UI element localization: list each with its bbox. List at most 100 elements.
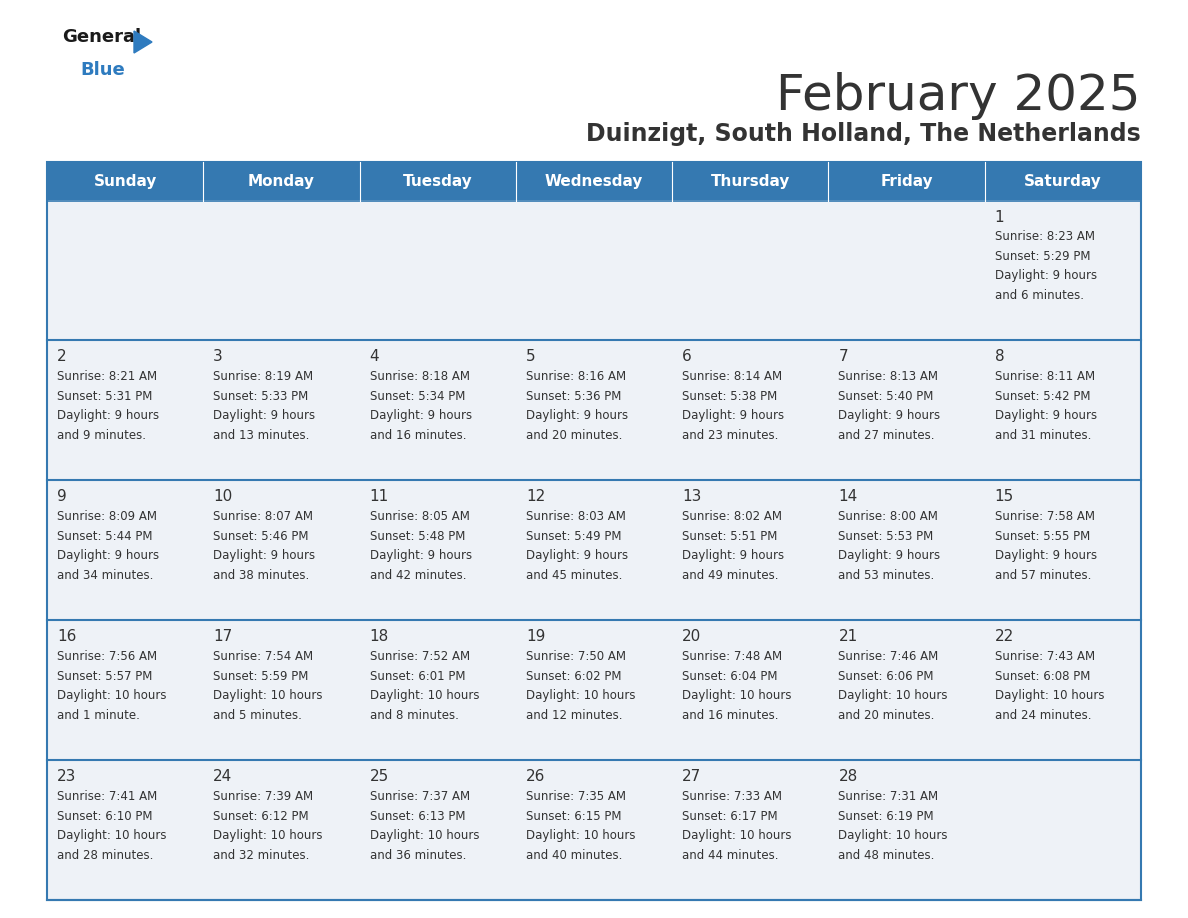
Text: and 36 minutes.: and 36 minutes. [369,848,466,862]
Text: Sunset: 5:38 PM: Sunset: 5:38 PM [682,390,777,403]
Text: 3: 3 [214,350,223,364]
Text: Daylight: 10 hours: Daylight: 10 hours [839,689,948,702]
Text: Sunset: 6:02 PM: Sunset: 6:02 PM [526,670,621,683]
Text: Sunrise: 8:21 AM: Sunrise: 8:21 AM [57,370,157,384]
Text: Duinzigt, South Holland, The Netherlands: Duinzigt, South Holland, The Netherlands [586,122,1140,146]
Bar [516,162,672,200]
Text: Wednesday: Wednesday [545,174,643,189]
Text: Daylight: 10 hours: Daylight: 10 hours [526,829,636,842]
Text: Daylight: 9 hours: Daylight: 9 hours [369,409,472,422]
Bar [672,760,828,900]
Text: 17: 17 [214,629,233,644]
Text: and 16 minutes.: and 16 minutes. [369,429,466,442]
Text: Friday: Friday [880,174,933,189]
Text: Sunrise: 8:14 AM: Sunrise: 8:14 AM [682,370,782,384]
Text: Daylight: 9 hours: Daylight: 9 hours [839,549,941,563]
Bar [828,162,985,200]
Bar [985,162,1140,200]
Text: 18: 18 [369,629,388,644]
Text: General: General [62,28,141,46]
Bar [672,200,828,341]
Text: Sunset: 6:10 PM: Sunset: 6:10 PM [57,810,152,823]
Text: 27: 27 [682,769,701,784]
Text: Sunrise: 7:48 AM: Sunrise: 7:48 AM [682,650,782,663]
Text: Sunrise: 7:58 AM: Sunrise: 7:58 AM [994,510,1094,523]
Text: Sunrise: 8:07 AM: Sunrise: 8:07 AM [214,510,314,523]
Text: Saturday: Saturday [1024,174,1101,189]
Text: and 49 minutes.: and 49 minutes. [682,569,778,582]
Text: Sunrise: 8:13 AM: Sunrise: 8:13 AM [839,370,939,384]
Text: Monday: Monday [248,174,315,189]
Text: 15: 15 [994,489,1015,504]
Bar [828,621,985,760]
Text: and 57 minutes.: and 57 minutes. [994,569,1091,582]
Text: Daylight: 10 hours: Daylight: 10 hours [369,829,479,842]
Text: Sunset: 6:19 PM: Sunset: 6:19 PM [839,810,934,823]
Text: and 42 minutes.: and 42 minutes. [369,569,466,582]
Text: Sunset: 6:08 PM: Sunset: 6:08 PM [994,670,1091,683]
Text: Daylight: 10 hours: Daylight: 10 hours [839,829,948,842]
Text: Sunrise: 8:09 AM: Sunrise: 8:09 AM [57,510,157,523]
Text: Sunrise: 7:46 AM: Sunrise: 7:46 AM [839,650,939,663]
Text: Sunset: 6:04 PM: Sunset: 6:04 PM [682,670,778,683]
Text: Sunrise: 7:54 AM: Sunrise: 7:54 AM [214,650,314,663]
Text: Sunset: 5:29 PM: Sunset: 5:29 PM [994,250,1091,263]
Bar [360,341,516,480]
Text: Daylight: 9 hours: Daylight: 9 hours [682,409,784,422]
Text: Sunrise: 8:23 AM: Sunrise: 8:23 AM [994,230,1094,243]
Text: Sunset: 5:48 PM: Sunset: 5:48 PM [369,530,465,543]
Text: and 1 minute.: and 1 minute. [57,709,140,722]
Text: Daylight: 9 hours: Daylight: 9 hours [526,549,628,563]
Text: 19: 19 [526,629,545,644]
Text: Sunrise: 7:33 AM: Sunrise: 7:33 AM [682,790,782,803]
Text: Sunset: 5:59 PM: Sunset: 5:59 PM [214,670,309,683]
Bar [985,621,1140,760]
Text: Daylight: 9 hours: Daylight: 9 hours [57,409,159,422]
Text: Sunset: 5:55 PM: Sunset: 5:55 PM [994,530,1089,543]
Text: Daylight: 9 hours: Daylight: 9 hours [214,409,315,422]
Text: Thursday: Thursday [710,174,790,189]
Text: 16: 16 [57,629,76,644]
Text: Sunset: 5:51 PM: Sunset: 5:51 PM [682,530,777,543]
Text: 6: 6 [682,350,691,364]
Text: February 2025: February 2025 [777,72,1140,120]
Bar [985,200,1140,341]
Text: 14: 14 [839,489,858,504]
Text: 8: 8 [994,350,1004,364]
Bar [360,162,516,200]
Bar [516,480,672,621]
Text: Sunrise: 7:43 AM: Sunrise: 7:43 AM [994,650,1095,663]
Bar [360,200,516,341]
Text: and 12 minutes.: and 12 minutes. [526,709,623,722]
Text: and 20 minutes.: and 20 minutes. [839,709,935,722]
Bar [48,621,203,760]
Text: Sunset: 6:12 PM: Sunset: 6:12 PM [214,810,309,823]
Bar [203,162,360,200]
Text: and 27 minutes.: and 27 minutes. [839,429,935,442]
Text: and 45 minutes.: and 45 minutes. [526,569,623,582]
Text: Sunset: 5:42 PM: Sunset: 5:42 PM [994,390,1091,403]
Bar [985,760,1140,900]
Text: 26: 26 [526,769,545,784]
Text: Blue: Blue [80,61,125,79]
Bar [516,341,672,480]
Text: Daylight: 9 hours: Daylight: 9 hours [839,409,941,422]
Text: Sunrise: 8:05 AM: Sunrise: 8:05 AM [369,510,469,523]
Text: 7: 7 [839,350,848,364]
Bar [360,621,516,760]
Text: and 23 minutes.: and 23 minutes. [682,429,778,442]
Text: Sunrise: 7:31 AM: Sunrise: 7:31 AM [839,790,939,803]
Text: Sunrise: 7:39 AM: Sunrise: 7:39 AM [214,790,314,803]
Text: and 40 minutes.: and 40 minutes. [526,848,623,862]
Polygon shape [134,31,152,53]
Text: Sunrise: 8:16 AM: Sunrise: 8:16 AM [526,370,626,384]
Text: Daylight: 10 hours: Daylight: 10 hours [57,829,166,842]
Text: Sunset: 6:13 PM: Sunset: 6:13 PM [369,810,465,823]
Text: Sunrise: 7:41 AM: Sunrise: 7:41 AM [57,790,157,803]
Bar [828,200,985,341]
Bar [48,480,203,621]
Bar [48,162,1140,900]
Text: and 48 minutes.: and 48 minutes. [839,848,935,862]
Text: 20: 20 [682,629,701,644]
Text: Sunset: 5:34 PM: Sunset: 5:34 PM [369,390,465,403]
